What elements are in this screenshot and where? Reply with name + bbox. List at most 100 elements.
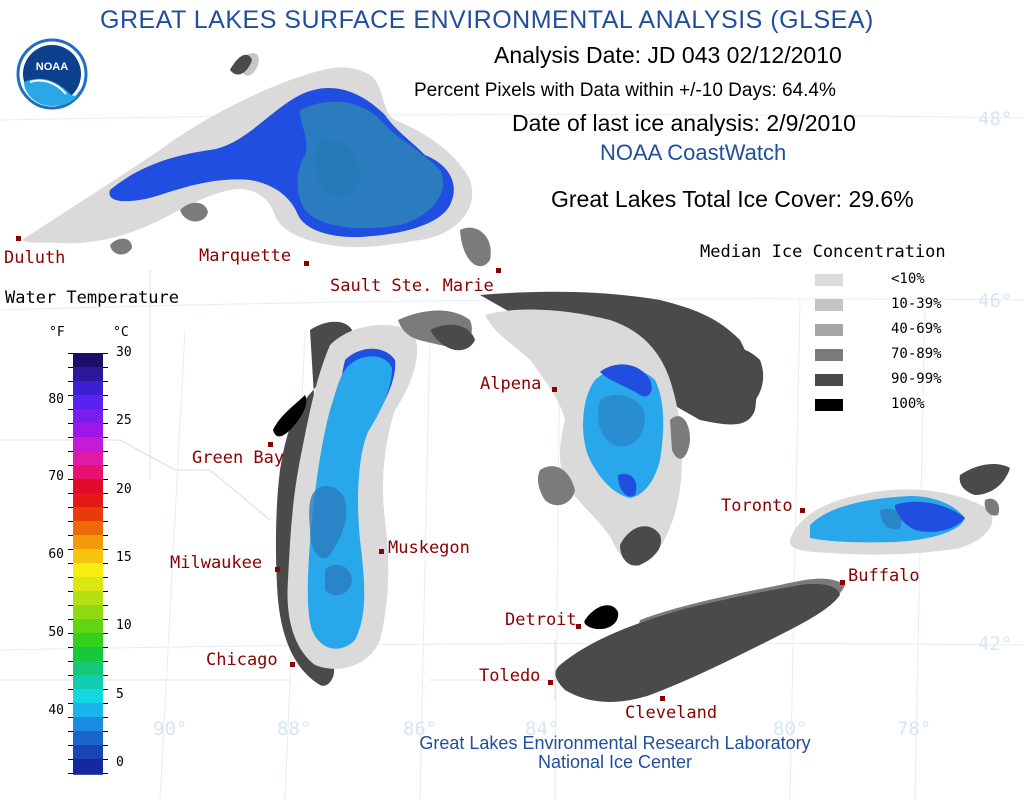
percent-pixels: Percent Pixels with Data within +/-10 Da… [414,80,836,101]
temp-tick-mark [68,507,73,508]
city-label-toronto: Toronto [721,496,793,516]
temp-tick-mark [103,577,108,578]
temp-tick-mark [68,759,73,760]
temp-tick-mark [103,647,108,648]
temp-f-tick-label: 80 [48,391,64,407]
temp-tick-mark [68,353,73,354]
temp-tick-mark [103,367,108,368]
temp-tick-mark [68,437,73,438]
city-label-toledo: Toledo [479,666,541,686]
temp-tick-mark [103,605,108,606]
temp-tick-mark [68,535,73,536]
temp-tick-mark [68,549,73,550]
temp-tick-mark [68,717,73,718]
analysis-date: Analysis Date: JD 043 02/12/2010 [494,42,842,68]
lake-michigan [273,310,475,686]
temp-f-tick-label: 70 [48,469,64,485]
temp-tick-mark [68,563,73,564]
temp-c-tick-label: 10 [116,618,132,634]
georgian-bay [703,346,764,412]
temp-tick-mark [103,479,108,480]
temp-tick-mark [68,521,73,522]
grid-label-lon88: 88° [277,718,312,740]
temp-tick-mark [68,731,73,732]
temp-tick-mark [68,647,73,648]
temp-tick-mark [68,409,73,410]
temp-tick-mark [103,381,108,382]
last-ice-analysis: Date of last ice analysis: 2/9/2010 [512,110,856,136]
ice-legend-swatch [815,399,843,411]
grid-label-lat42: 42° [978,633,1013,655]
temp-f-tick-label: 60 [48,547,64,563]
city-label-detroit: Detroit [505,610,577,630]
city-label-marquette: Marquette [199,246,292,266]
city-marker-buffalo [840,580,845,585]
ice-legend-swatch [815,274,843,286]
temp-tick-mark [103,507,108,508]
temp-tick-mark [68,381,73,382]
temp-c-tick-label: 15 [116,550,132,565]
city-marker-milwaukee [275,567,280,572]
noaa-logo-graphic: NOAA [16,38,88,110]
temp-tick-mark [68,703,73,704]
grid-label-lon84: 84° [525,718,560,740]
temp-tick-mark [103,451,108,452]
temp-c-ticks: 30 25 20 15 10 5 0 [110,345,150,773]
temp-tick-mark [68,577,73,578]
ice-legend: <10% 10-39% 40-69% 70-89% 90-99% 100% [815,271,975,424]
city-marker-muskegon [379,549,384,554]
temp-tick-mark [103,731,108,732]
temp-tick-mark [68,465,73,466]
temp-tick-mark [103,619,108,620]
lake-superior [22,53,491,267]
ice-legend-swatch [815,349,843,361]
temp-tick-mark [103,423,108,424]
temp-tick-mark [68,605,73,606]
temp-tick-mark [68,773,73,774]
ice-legend-label: <10% [891,271,925,287]
temp-tick-mark [103,395,108,396]
temp-c-tick-label: 20 [116,481,132,497]
ice-legend-swatch [815,299,843,311]
city-marker-green-bay [268,442,273,447]
ice-legend-swatch [815,324,843,336]
temp-tick-mark [68,451,73,452]
temp-tick-mark [103,675,108,676]
city-marker-toledo [548,680,553,685]
temp-c-tick-label: 5 [116,686,124,702]
temp-f-tick-label: 50 [48,625,64,640]
temp-tick-mark [68,619,73,620]
city-marker-duluth [16,236,21,241]
temp-tick-mark [103,549,108,550]
temp-tick-mark [68,493,73,494]
city-label-alpena: Alpena [480,374,542,394]
temp-tick-mark [68,689,73,690]
unit-f-label: °F [49,325,65,340]
city-marker-detroit [576,624,581,629]
city-marker-toronto [800,508,805,513]
grid-label-lon90: 90° [153,718,188,740]
total-ice-cover: Great Lakes Total Ice Cover: 29.6% [551,186,914,212]
temp-tick-mark [103,465,108,466]
city-label-duluth: Duluth [4,248,66,268]
temp-tick-mark [103,493,108,494]
grid-label-lat46: 46° [978,290,1013,312]
coastwatch-label: NOAA CoastWatch [600,140,787,165]
ice-legend-label: 100% [891,396,925,412]
temp-tick-mark [103,689,108,690]
temp-c-tick-label: 30 [116,345,132,360]
temp-tick-mark [68,423,73,424]
temp-tick-mark [103,437,108,438]
temp-tick-mark [103,353,108,354]
temp-f-ticks: 80 70 60 50 40 [30,353,70,773]
temp-tick-mark [103,563,108,564]
temp-tick-mark [68,479,73,480]
grid-label-lon86: 86° [403,718,438,740]
ice-legend-label: 70-89% [891,346,942,362]
temp-c-tick-label: 25 [116,413,132,429]
temp-tick-mark [103,521,108,522]
footer-glerl: Great Lakes Environmental Research Labor… [419,733,811,753]
city-marker-alpena [552,387,557,392]
temp-tick-mark [103,745,108,746]
